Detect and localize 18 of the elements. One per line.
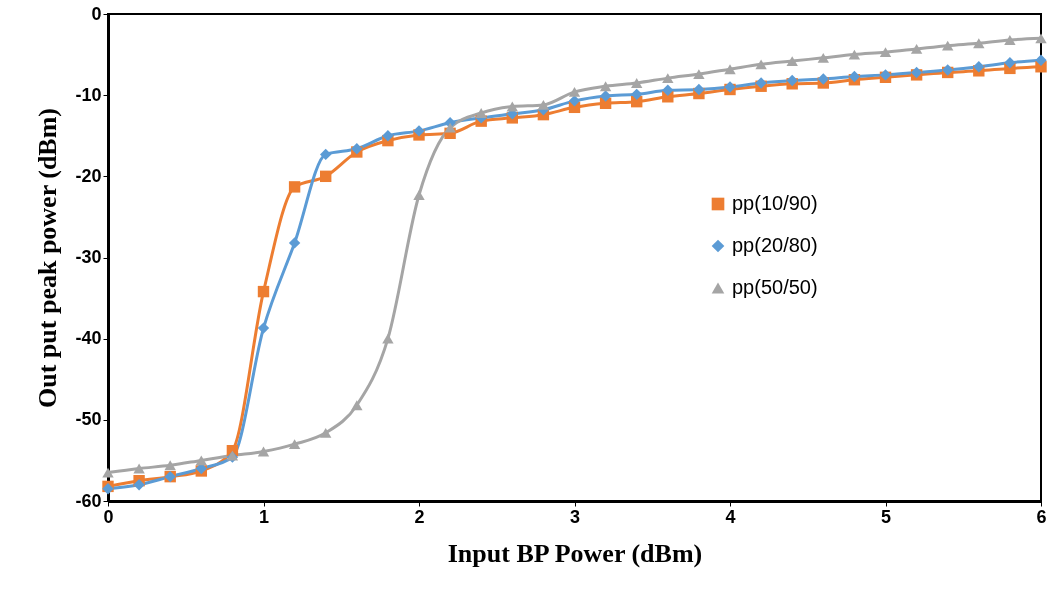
y-tick-label: -10: [75, 84, 102, 105]
y-tick-label: -60: [75, 490, 102, 511]
x-tick-label: 2: [414, 506, 425, 527]
legend-label: pp(10/90): [732, 192, 818, 214]
y-tick-label: -40: [75, 328, 102, 349]
x-axis-title: Input BP Power (dBm): [447, 538, 703, 568]
y-tick-label: -50: [75, 409, 102, 430]
y-tick-label: 0: [91, 3, 102, 24]
x-tick-label: 3: [569, 506, 581, 527]
y-axis-title: Out put peak power (dBm): [33, 107, 63, 409]
x-tick-label: 4: [725, 506, 736, 527]
y-tick-label: -30: [75, 247, 102, 267]
x-tick-label: 1: [258, 506, 270, 527]
x-tick-label: 6: [1036, 506, 1047, 527]
y-tick-label: -20: [75, 165, 102, 186]
legend-label: pp(20/80): [732, 234, 818, 256]
x-tick-label: 5: [880, 506, 892, 527]
legend-label: pp(50/50): [732, 276, 818, 298]
